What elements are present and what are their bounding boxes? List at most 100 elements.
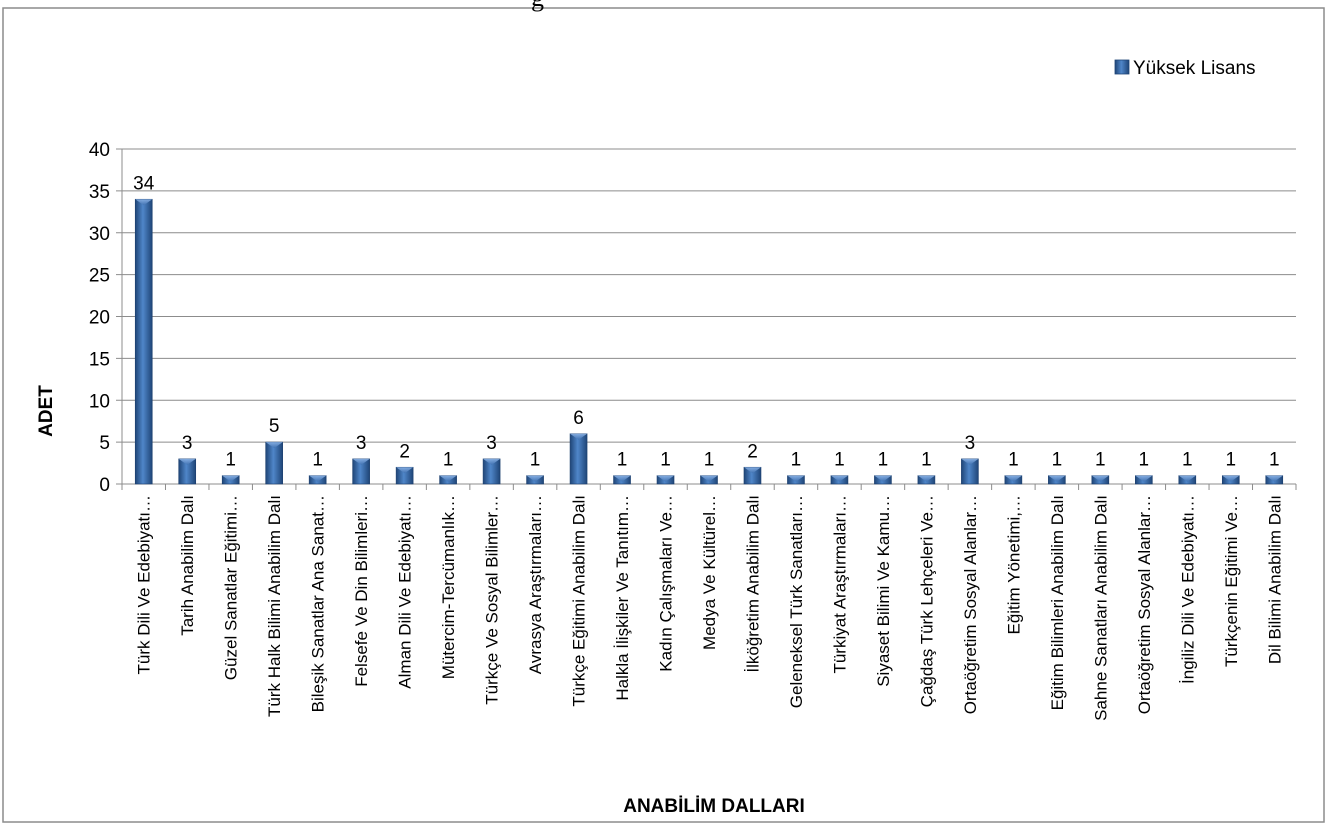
- data-label: 1: [1269, 450, 1280, 471]
- bar-top-bevel: [613, 475, 631, 482]
- x-tick-label: Eğitim Bilimleri Anabilim Dalı: [1048, 495, 1067, 710]
- data-label: 1: [443, 450, 454, 471]
- axes: [116, 148, 1297, 490]
- bar-top-bevel: [917, 475, 935, 482]
- bar-top-bevel: [526, 475, 544, 482]
- y-tick-label: 35: [89, 182, 110, 203]
- bar: [134, 198, 153, 485]
- bar-top-bevel: [1222, 475, 1240, 482]
- x-tick-label: Türk Dili Ve Edebiyatı…: [135, 495, 154, 675]
- bar-top-bevel: [1135, 475, 1153, 482]
- y-tick-label: 30: [89, 224, 110, 245]
- gridlines: [122, 148, 1296, 443]
- bar: [1004, 475, 1023, 485]
- bar-top-bevel: [700, 475, 718, 482]
- x-tick-label: Ortaöğretim Sosyal Alanlar…: [961, 495, 980, 714]
- y-tick-label: 0: [99, 475, 110, 496]
- bar: [178, 458, 197, 485]
- x-tick-label: Bileşik Sanatlar Ana Sanat…: [309, 495, 328, 712]
- data-label: 1: [530, 450, 541, 471]
- y-tick-label: 20: [89, 308, 110, 329]
- bar: [874, 475, 892, 485]
- bar: [482, 458, 501, 485]
- bar-top-bevel: [396, 467, 414, 474]
- x-tick-label: İlköğretim Anabilim Dalı: [743, 495, 762, 673]
- x-tick-label: Türk Halk Bilimi Anabilim Dalı: [265, 495, 284, 717]
- bar-top-bevel: [178, 458, 196, 465]
- bar: [1091, 475, 1110, 485]
- y-axis-title: ADET: [36, 385, 57, 437]
- bar-top-bevel: [657, 475, 675, 482]
- bar-top-bevel: [309, 475, 327, 482]
- x-tick-label: Güzel Sanatlar Eğitimi…: [222, 495, 241, 680]
- bar-top-bevel: [1048, 475, 1066, 482]
- x-tick-label: Avrasya Araştırmaları…: [526, 495, 545, 674]
- x-tick-label: Medya Ve Kültürel…: [700, 495, 719, 650]
- data-label: 1: [225, 450, 236, 471]
- data-label: 1: [312, 450, 323, 471]
- bar-top-bevel: [1091, 475, 1109, 482]
- x-tick-label: Tarih Anabilim Dalı: [178, 495, 197, 636]
- x-tick-label: Sahne Sanatları Anabilim Dalı: [1091, 495, 1110, 721]
- bars: [134, 198, 1284, 485]
- data-label: 5: [269, 416, 280, 437]
- x-tick-label: Türkiyat Araştırmaları…: [830, 495, 849, 674]
- bar-top-bevel: [439, 475, 457, 482]
- x-tick-label: Felsefe Ve Din Bilimleri…: [352, 495, 371, 687]
- data-label: 3: [486, 433, 497, 454]
- x-tick-labels: Türk Dili Ve Edebiyatı… Tarih Anabilim Da…: [135, 495, 1285, 721]
- data-label: 1: [1095, 450, 1106, 471]
- data-label: 1: [791, 450, 802, 471]
- data-label: 1: [1225, 450, 1236, 471]
- x-tick-label: Alman Dili Ve Edebiyatı…: [396, 495, 415, 689]
- bar-top-bevel: [743, 467, 761, 474]
- bar: [961, 458, 979, 485]
- data-label: 1: [1139, 450, 1150, 471]
- y-tick-label: 40: [89, 140, 110, 161]
- bar-top-bevel: [961, 458, 979, 465]
- x-tick-label: Türkçe Eğitimi Anabilim Dalı: [570, 495, 589, 707]
- bar-top-bevel: [222, 475, 240, 482]
- bar: [526, 475, 544, 485]
- x-tick-label: Halkla İlişkiler Ve Tanıtım…: [613, 495, 632, 701]
- y-tick-label: 15: [89, 349, 110, 370]
- bar: [1135, 475, 1153, 485]
- x-tick-label: Kadın Çalışmaları Ve…: [657, 495, 676, 672]
- bar: [830, 475, 849, 485]
- data-label: 1: [834, 450, 845, 471]
- x-tick-label: İngiliz Dili Ve Edebiyatı…: [1178, 495, 1197, 684]
- bar-top-bevel: [874, 475, 892, 482]
- bar-top-bevel: [1178, 475, 1196, 482]
- legend-label: Yüksek Lisans: [1133, 58, 1256, 79]
- bar-top-bevel: [570, 433, 588, 440]
- bar: [917, 475, 936, 485]
- bar-top-bevel: [265, 442, 283, 449]
- x-axis-title: ANABİLİM DALLARI: [623, 796, 805, 817]
- bar: [265, 441, 283, 485]
- bar: [1178, 475, 1197, 485]
- bar: [1048, 475, 1066, 485]
- y-tick-labels: 0 5 10 15 20 25 30 35 40: [89, 140, 110, 496]
- data-label: 1: [878, 450, 889, 471]
- data-label: 1: [704, 450, 715, 471]
- bar: [1221, 475, 1240, 485]
- data-label: 1: [660, 450, 671, 471]
- bar: [221, 475, 240, 485]
- clipped-top-glyph: g: [531, 0, 544, 12]
- bar: [569, 433, 588, 485]
- x-tick-label: Eğitim Yönetimi,…: [1004, 495, 1023, 635]
- data-label: 3: [182, 433, 193, 454]
- data-label: 2: [747, 441, 758, 462]
- x-tick-label: Siyaset Bilimi Ve Kamu…: [874, 495, 893, 687]
- y-tick-label: 10: [89, 391, 110, 412]
- bar-top-bevel: [830, 475, 848, 482]
- data-label: 1: [1008, 450, 1019, 471]
- bar: [1265, 475, 1284, 485]
- bar-body: [134, 198, 153, 485]
- legend-swatch: [1114, 59, 1130, 75]
- bar: [352, 458, 370, 485]
- data-label: 1: [1052, 450, 1063, 471]
- bar: [439, 475, 457, 485]
